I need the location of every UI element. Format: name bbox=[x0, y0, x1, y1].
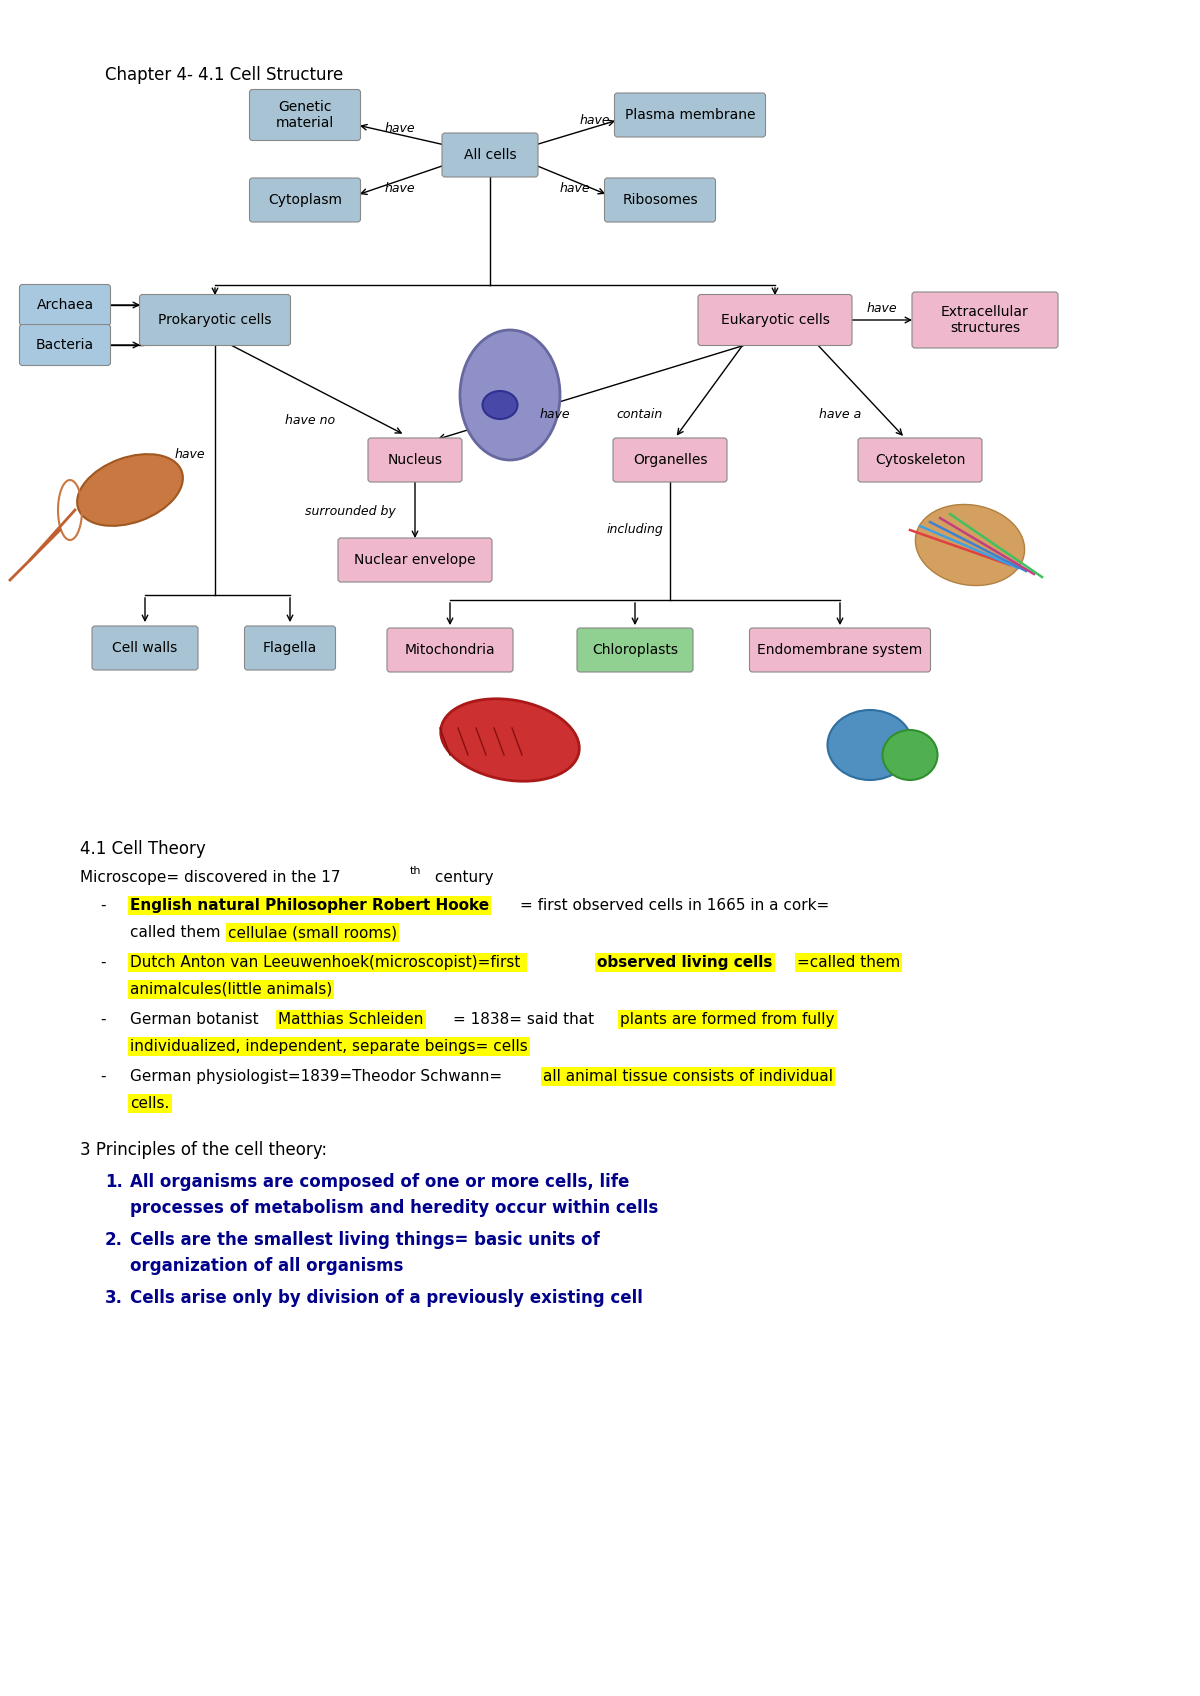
Text: = first observed cells in 1665 in a cork=: = first observed cells in 1665 in a cork… bbox=[520, 897, 829, 912]
FancyBboxPatch shape bbox=[614, 93, 766, 137]
Text: Chapter 4- 4.1 Cell Structure: Chapter 4- 4.1 Cell Structure bbox=[106, 66, 343, 85]
Text: Bacteria: Bacteria bbox=[36, 338, 94, 353]
FancyBboxPatch shape bbox=[698, 295, 852, 346]
Text: have: have bbox=[540, 409, 570, 422]
Text: Chloroplasts: Chloroplasts bbox=[592, 643, 678, 656]
Text: Dutch Anton van Leeuwenhoek(microscopist)=first: Dutch Anton van Leeuwenhoek(microscopist… bbox=[130, 955, 526, 970]
Text: Prokaryotic cells: Prokaryotic cells bbox=[158, 314, 271, 327]
Text: Cytoplasm: Cytoplasm bbox=[268, 193, 342, 207]
FancyBboxPatch shape bbox=[442, 132, 538, 176]
Ellipse shape bbox=[882, 729, 937, 780]
Text: have: have bbox=[580, 114, 611, 127]
Text: have a: have a bbox=[818, 409, 862, 422]
FancyBboxPatch shape bbox=[912, 292, 1058, 348]
Text: Cells are the smallest living things= basic units of: Cells are the smallest living things= ba… bbox=[130, 1231, 600, 1248]
Ellipse shape bbox=[916, 504, 1025, 585]
Text: Cytoskeleton: Cytoskeleton bbox=[875, 453, 965, 466]
Text: 3 Principles of the cell theory:: 3 Principles of the cell theory: bbox=[80, 1141, 328, 1158]
Text: Endomembrane system: Endomembrane system bbox=[757, 643, 923, 656]
Ellipse shape bbox=[828, 711, 912, 780]
FancyBboxPatch shape bbox=[613, 438, 727, 482]
Text: German physiologist=1839=Theodor Schwann=: German physiologist=1839=Theodor Schwann… bbox=[130, 1068, 508, 1084]
FancyBboxPatch shape bbox=[577, 628, 694, 672]
FancyBboxPatch shape bbox=[139, 295, 290, 346]
Ellipse shape bbox=[440, 699, 580, 782]
Text: observed living cells: observed living cells bbox=[598, 955, 773, 970]
Text: Plasma membrane: Plasma membrane bbox=[625, 109, 755, 122]
Text: -: - bbox=[100, 897, 106, 912]
Text: Extracellular
structures: Extracellular structures bbox=[941, 305, 1028, 336]
FancyBboxPatch shape bbox=[750, 628, 930, 672]
Text: Eukaryotic cells: Eukaryotic cells bbox=[720, 314, 829, 327]
FancyBboxPatch shape bbox=[19, 324, 110, 366]
Text: Cells arise only by division of a previously existing cell: Cells arise only by division of a previo… bbox=[130, 1289, 643, 1308]
Text: German botanist: German botanist bbox=[130, 1013, 264, 1028]
Text: individualized, independent, separate beings= cells: individualized, independent, separate be… bbox=[130, 1040, 528, 1053]
Text: have no: have no bbox=[284, 414, 335, 426]
Text: cells.: cells. bbox=[130, 1096, 169, 1111]
Text: Microscope= discovered in the 17: Microscope= discovered in the 17 bbox=[80, 870, 341, 885]
Text: called them: called them bbox=[130, 924, 226, 940]
Text: -: - bbox=[100, 955, 106, 970]
Text: plants are formed from fully: plants are formed from fully bbox=[620, 1013, 834, 1028]
Text: 2.: 2. bbox=[106, 1231, 124, 1248]
Text: All cells: All cells bbox=[463, 148, 516, 163]
Text: 4.1 Cell Theory: 4.1 Cell Theory bbox=[80, 840, 205, 858]
Text: Archaea: Archaea bbox=[36, 298, 94, 312]
Text: organization of all organisms: organization of all organisms bbox=[130, 1257, 403, 1275]
Text: 3.: 3. bbox=[106, 1289, 124, 1308]
Text: surrounded by: surrounded by bbox=[305, 505, 395, 519]
FancyBboxPatch shape bbox=[368, 438, 462, 482]
Text: Nuclear envelope: Nuclear envelope bbox=[354, 553, 476, 566]
Text: Genetic
material: Genetic material bbox=[276, 100, 334, 131]
Text: have: have bbox=[866, 302, 898, 314]
FancyBboxPatch shape bbox=[605, 178, 715, 222]
Text: All organisms are composed of one or more cells, life: All organisms are composed of one or mor… bbox=[130, 1174, 629, 1191]
Text: century: century bbox=[430, 870, 493, 885]
FancyBboxPatch shape bbox=[250, 178, 360, 222]
FancyBboxPatch shape bbox=[386, 628, 514, 672]
Text: Nucleus: Nucleus bbox=[388, 453, 443, 466]
Text: = 1838= said that: = 1838= said that bbox=[454, 1013, 599, 1028]
FancyBboxPatch shape bbox=[245, 626, 336, 670]
Text: Mitochondria: Mitochondria bbox=[404, 643, 496, 656]
Text: Cell walls: Cell walls bbox=[113, 641, 178, 655]
Text: -: - bbox=[100, 1013, 106, 1028]
FancyBboxPatch shape bbox=[338, 538, 492, 582]
Text: cellulae (small rooms): cellulae (small rooms) bbox=[228, 924, 397, 940]
Text: have: have bbox=[559, 181, 590, 195]
Ellipse shape bbox=[482, 392, 517, 419]
FancyBboxPatch shape bbox=[19, 285, 110, 326]
Text: including: including bbox=[607, 524, 664, 536]
FancyBboxPatch shape bbox=[250, 90, 360, 141]
Text: animalcules(little animals): animalcules(little animals) bbox=[130, 982, 332, 997]
FancyBboxPatch shape bbox=[92, 626, 198, 670]
Text: have: have bbox=[385, 181, 415, 195]
Text: English natural Philosopher Robert Hooke: English natural Philosopher Robert Hooke bbox=[130, 897, 490, 912]
Ellipse shape bbox=[77, 455, 182, 526]
Text: th: th bbox=[410, 867, 421, 877]
Text: Ribosomes: Ribosomes bbox=[622, 193, 698, 207]
Text: Flagella: Flagella bbox=[263, 641, 317, 655]
FancyBboxPatch shape bbox=[858, 438, 982, 482]
Text: Matthias Schleiden: Matthias Schleiden bbox=[278, 1013, 424, 1028]
Text: contain: contain bbox=[617, 409, 664, 422]
Text: -: - bbox=[100, 1068, 106, 1084]
Text: 1.: 1. bbox=[106, 1174, 122, 1191]
Text: Organelles: Organelles bbox=[632, 453, 707, 466]
Text: have: have bbox=[385, 122, 415, 134]
Text: have: have bbox=[175, 448, 205, 461]
Text: =called them: =called them bbox=[797, 955, 900, 970]
Text: processes of metabolism and heredity occur within cells: processes of metabolism and heredity occ… bbox=[130, 1199, 659, 1218]
Ellipse shape bbox=[460, 331, 560, 460]
Text: all animal tissue consists of individual: all animal tissue consists of individual bbox=[542, 1068, 833, 1084]
